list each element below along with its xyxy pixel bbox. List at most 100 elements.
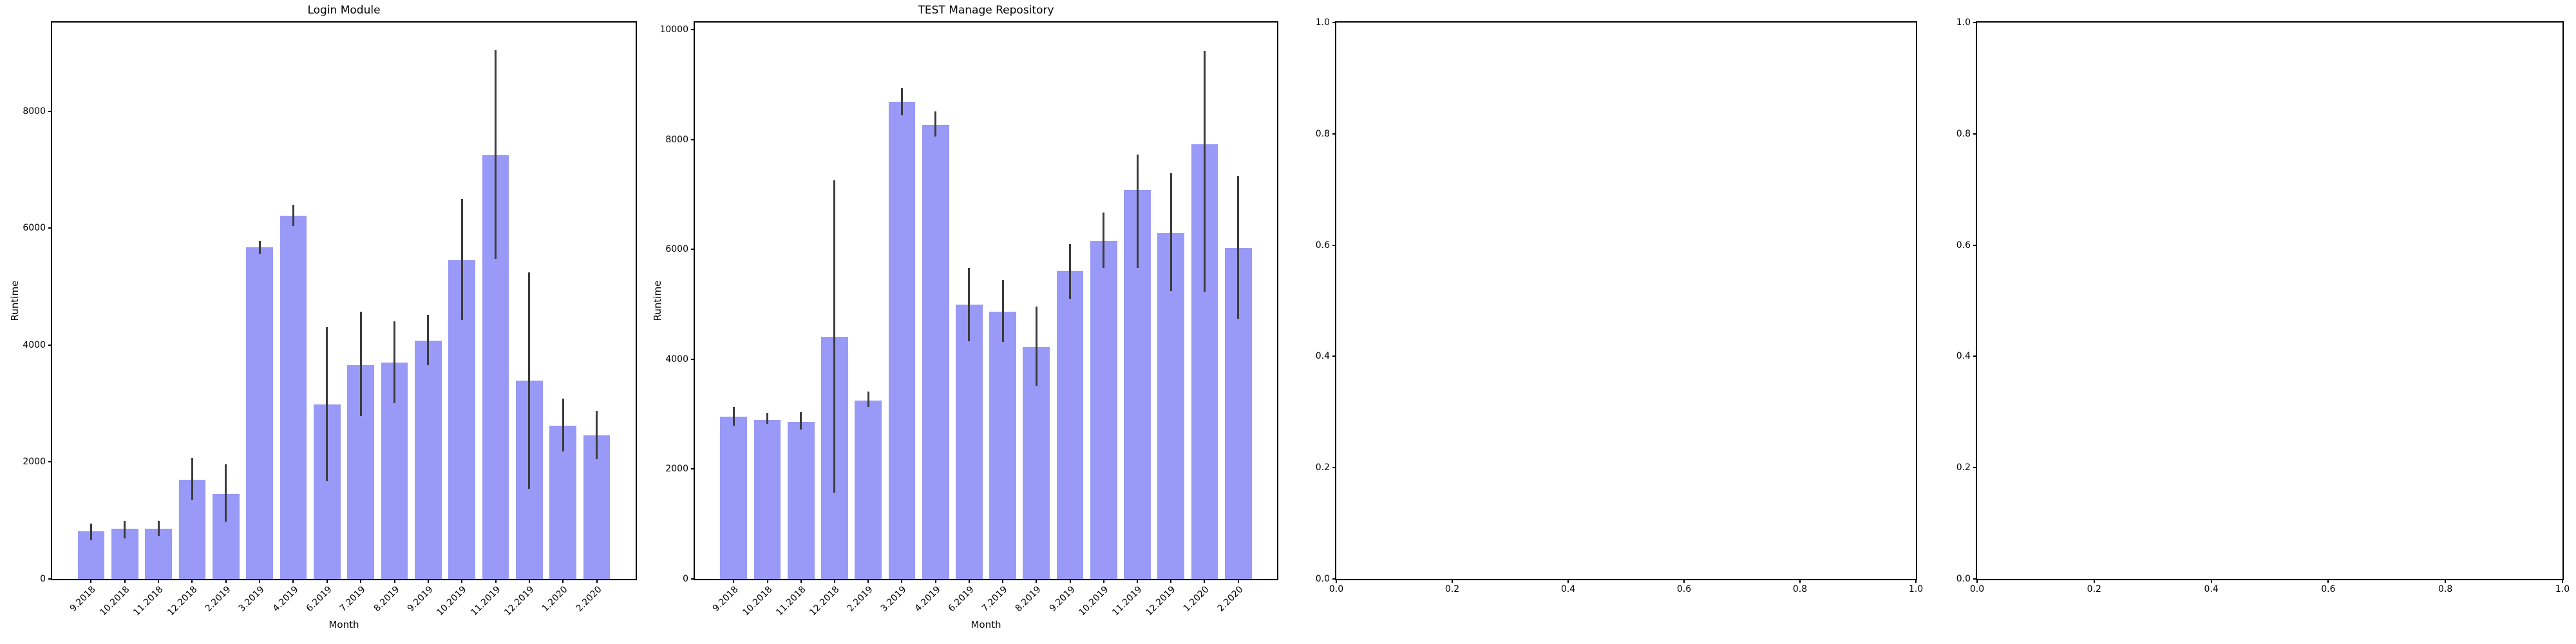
bar xyxy=(989,311,1016,579)
x-tick-label: 12.2018 xyxy=(165,584,200,618)
x-tick-mark xyxy=(1799,579,1801,583)
x-tick-label: 1.0 xyxy=(1908,584,1924,594)
x-tick-mark xyxy=(2562,579,2563,583)
y-tick-label: 0.6 xyxy=(1315,240,1330,251)
x-tick-mark xyxy=(393,579,395,583)
bar xyxy=(246,247,274,579)
bar xyxy=(720,417,748,579)
y-tick-mark xyxy=(691,138,695,140)
x-axis-label: Month xyxy=(971,619,1001,630)
error-bar xyxy=(292,204,294,227)
x-tick-label: 9.2019 xyxy=(405,584,435,614)
x-tick-label: 7.2019 xyxy=(980,584,1010,614)
error-bar xyxy=(1035,306,1037,386)
x-tick-label: 12.2019 xyxy=(502,584,536,618)
x-tick-mark xyxy=(2327,579,2329,583)
error-bar xyxy=(124,520,126,538)
x-tick-label: 11.2019 xyxy=(468,584,503,618)
bar xyxy=(145,528,173,579)
x-tick-label: 12.2019 xyxy=(1144,584,1178,618)
x-tick-mark xyxy=(427,579,429,583)
error-bar xyxy=(968,268,971,342)
error-bar xyxy=(359,311,362,417)
y-tick-label: 6000 xyxy=(23,223,46,234)
error-bar xyxy=(1237,176,1240,319)
error-bar xyxy=(191,458,193,500)
x-tick-label: 1.0 xyxy=(2555,584,2570,594)
y-tick-label: 0.8 xyxy=(1315,128,1330,139)
error-bar xyxy=(833,180,836,493)
x-tick-label: 0.8 xyxy=(1792,584,1808,594)
bar xyxy=(279,216,307,579)
x-tick-label: 11.2018 xyxy=(131,584,166,618)
error-bar xyxy=(1170,173,1172,292)
error-bar xyxy=(1203,50,1206,292)
x-tick-label: 0.6 xyxy=(1676,584,1692,594)
y-tick-label: 2000 xyxy=(665,464,688,475)
bar xyxy=(888,101,916,579)
y-tick-mark xyxy=(691,358,695,360)
y-tick-mark xyxy=(1332,22,1336,23)
y-tick-mark xyxy=(691,578,695,580)
y-tick-mark xyxy=(48,344,52,346)
y-tick-mark xyxy=(1332,355,1336,357)
y-tick-mark xyxy=(48,227,52,229)
error-bar xyxy=(900,88,903,115)
x-tick-label: 4.2019 xyxy=(913,584,943,614)
x-tick-mark xyxy=(259,579,261,583)
x-tick-mark xyxy=(1915,579,1917,583)
x-tick-label: 11.2019 xyxy=(1110,584,1144,618)
x-tick-label: 12.2018 xyxy=(808,584,842,618)
error-bar xyxy=(1136,154,1139,268)
y-tick-label: 0.8 xyxy=(1956,128,1971,139)
error-bar xyxy=(427,314,430,366)
y-tick-mark xyxy=(1332,467,1336,469)
x-tick-label: 6.2019 xyxy=(304,584,334,614)
x-tick-label: 6.2019 xyxy=(946,584,976,614)
x-tick-label: 0.4 xyxy=(2204,584,2219,594)
x-tick-label: 9.2018 xyxy=(68,584,99,614)
x-tick-mark xyxy=(901,579,903,583)
x-tick-mark xyxy=(1170,579,1172,583)
y-axis-label: Runtime xyxy=(9,280,21,321)
x-tick-mark xyxy=(90,579,92,583)
x-tick-mark xyxy=(158,579,160,583)
error-bar xyxy=(800,412,802,430)
y-tick-label: 0 xyxy=(40,574,46,584)
x-tick-mark xyxy=(2093,579,2095,583)
y-tick-mark xyxy=(1332,578,1336,580)
error-bar xyxy=(326,327,328,481)
error-bar xyxy=(258,240,261,254)
y-tick-label: 0.0 xyxy=(1956,574,1971,584)
y-tick-label: 0.4 xyxy=(1956,351,1971,362)
error-bar xyxy=(225,464,227,522)
y-tick-label: 0.2 xyxy=(1956,462,1971,473)
x-tick-label: 0.0 xyxy=(1969,584,1985,594)
x-tick-label: 7.2019 xyxy=(337,584,368,614)
error-bar xyxy=(867,391,869,408)
y-tick-mark xyxy=(691,29,695,31)
x-tick-label: 3.2019 xyxy=(236,584,267,614)
y-tick-label: 0.4 xyxy=(1315,351,1330,362)
x-tick-label: 2.2020 xyxy=(1215,584,1245,614)
y-tick-label: 0.6 xyxy=(1956,240,1971,251)
y-axis-label: Runtime xyxy=(652,280,663,321)
y-tick-mark xyxy=(48,578,52,580)
subplot-empty-1: 0.0 0.2 0.4 0.6 0.8 1.0 0.0 0.2 0.4 0.6 0.8 1.0 xyxy=(1316,17,1923,594)
error-bar xyxy=(732,406,735,426)
x-tick-label: 0.0 xyxy=(1329,584,1344,594)
error-bar xyxy=(460,198,463,321)
x-tick-mark xyxy=(596,579,598,583)
x-axis-label: Month xyxy=(328,619,359,630)
error-bar xyxy=(1001,280,1004,342)
x-tick-mark xyxy=(766,579,768,583)
y-tick-mark xyxy=(1973,355,1977,357)
x-tick-label: 9.2019 xyxy=(1047,584,1077,614)
x-tick-mark xyxy=(1204,579,1206,583)
x-tick-label: 0.2 xyxy=(1444,584,1460,594)
x-tick-mark xyxy=(1237,579,1239,583)
x-tick-label: 11.2018 xyxy=(774,584,808,618)
x-tick-mark xyxy=(528,579,530,583)
chart-title: Login Module xyxy=(307,4,381,17)
x-tick-label: 2.2019 xyxy=(845,584,875,614)
